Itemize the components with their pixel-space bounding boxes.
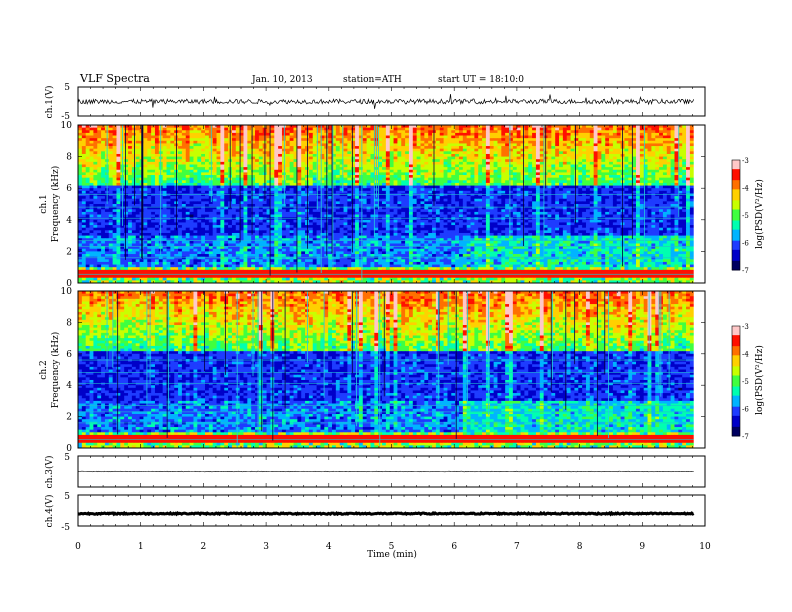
ch1-ylabel: ch.1(V) (44, 86, 55, 119)
ch3-waveform-panel: 5 ch.3(V) (44, 453, 705, 488)
station-label: station=ATH (343, 75, 402, 85)
ch2-ytick-8: 8 (66, 318, 72, 328)
x-tick-label-2: 2 (201, 542, 207, 552)
ch1-spec-ylabel-line1: ch.1 (39, 194, 49, 213)
ch1-ytick-5: 5 (64, 83, 70, 93)
ch2-colorbar-tick-3: -6 (742, 406, 749, 414)
ch2-spec-ylabel-line1: ch.2 (39, 360, 49, 379)
ch4-ytick-m5: -5 (61, 523, 70, 533)
ch1-colorbar-tick-1: -4 (742, 185, 749, 193)
ch2-colorbar: -3 -4 -5 -6 -7 (732, 323, 749, 441)
ch1-colorbar: -3 -4 -5 -6 -7 (732, 157, 749, 275)
ch2-spectrogram-image (78, 291, 705, 448)
ch2-ytick-4: 4 (66, 381, 72, 391)
x-tick-label-7: 7 (514, 542, 520, 552)
ch1-ytick-4: 4 (66, 216, 72, 226)
x-tick-label-0: 0 (75, 542, 81, 552)
x-axis-label: Time (min) (367, 549, 417, 560)
ch2-colorbar-tick-4: -7 (742, 433, 749, 441)
ch1-spec-ylabel-line2: Frequency (kHz) (50, 166, 61, 243)
ch4-ytick-5: 5 (64, 492, 70, 502)
ch4-waveform-frame (78, 495, 705, 526)
ch2-spec-ylabel-line2: Frequency (kHz) (50, 332, 61, 409)
x-tick-label-6: 6 (451, 542, 457, 552)
ch2-colorbar-tick-1: -4 (742, 351, 749, 359)
x-tick-label-10: 10 (699, 542, 711, 552)
ch1-spectrogram-image (78, 125, 705, 283)
ch1-waveform-panel: 5 -5 ch.1(V) (44, 83, 705, 122)
x-tick-label-1: 1 (138, 542, 144, 552)
ch4-ylabel: ch.4(V) (44, 495, 55, 528)
x-tick-label-3: 3 (263, 542, 269, 552)
ch1-colorbar-tick-2: -5 (742, 212, 749, 220)
ch1-colorbar-label: log(PSD(V²/Hz) (754, 179, 765, 249)
ch1-colorbar-tick-0: -3 (742, 157, 749, 165)
ch3-ytick-5: 5 (64, 453, 70, 463)
ch1-ytick-8: 8 (66, 153, 72, 163)
figure: VLF Spectra Jan. 10, 2013 station=ATH st… (0, 0, 792, 612)
start-time-label: start UT = 18:10:0 (438, 75, 524, 85)
figure-title: VLF Spectra (79, 72, 150, 85)
ch2-ytick-2: 2 (66, 413, 72, 423)
x-tick-label-9: 9 (639, 542, 645, 552)
x-tick-label-4: 4 (326, 542, 332, 552)
ch1-ytick-2: 2 (66, 247, 72, 257)
ch4-waveform-panel: 5 -5 ch.4(V) (44, 492, 705, 533)
ch2-ytick-6: 6 (66, 350, 72, 360)
date-label: Jan. 10, 2013 (251, 75, 313, 85)
ch1-colorbar-tick-4: -7 (742, 267, 749, 275)
ch2-colorbar-label: log(PSD(V²/Hz) (754, 345, 765, 415)
ch2-colorbar-tick-2: -5 (742, 378, 749, 386)
ch3-ylabel: ch.3(V) (44, 456, 55, 489)
ch1-colorbar-tick-3: -6 (742, 240, 749, 248)
ch2-colorbar-tick-0: -3 (742, 323, 749, 331)
ch2-ytick-10: 10 (61, 287, 73, 297)
x-tick-label-8: 8 (577, 542, 583, 552)
ch1-ytick-6: 6 (66, 184, 72, 194)
ch4-waveform-line (78, 513, 694, 514)
ch1-ytick-10: 10 (61, 121, 73, 131)
